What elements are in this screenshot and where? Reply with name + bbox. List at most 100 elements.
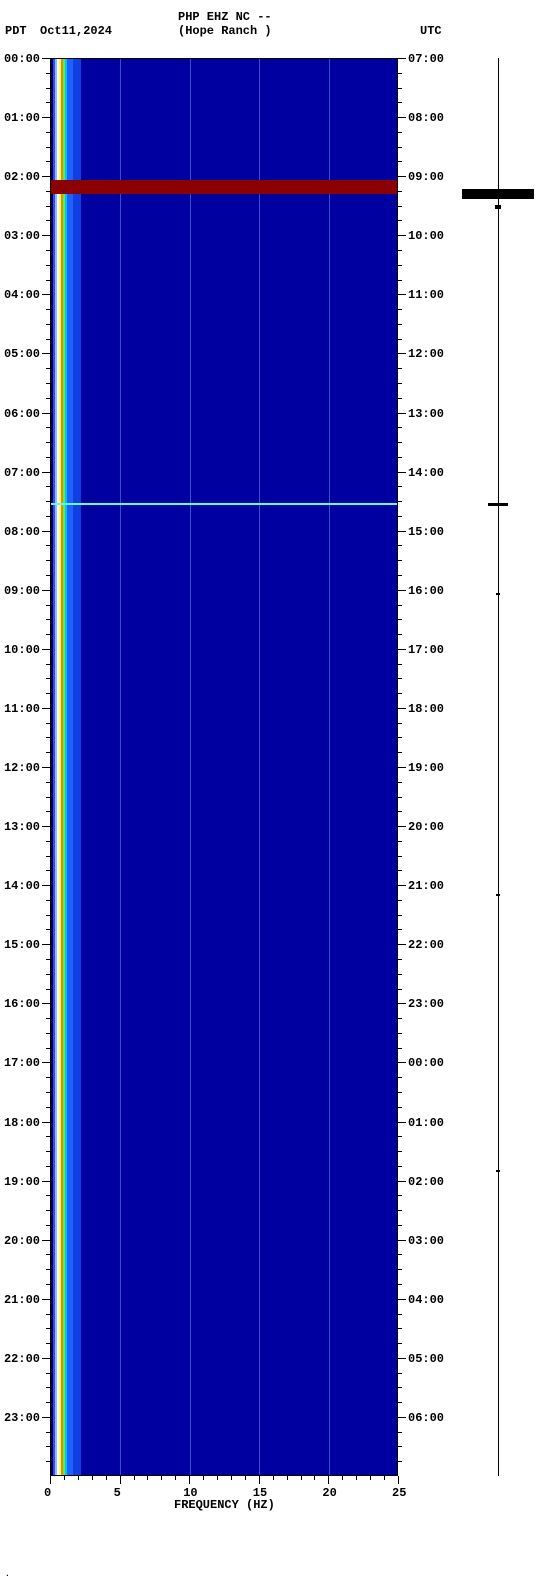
y-right-minor-tick: [398, 545, 402, 546]
y-left-tick: [42, 472, 50, 473]
y-left-minor-tick: [46, 383, 50, 384]
y-right-tick: [398, 944, 406, 945]
y-right-minor-tick: [398, 929, 402, 930]
y-left-minor-tick: [46, 1151, 50, 1152]
x-tick-minor: [231, 1476, 232, 1480]
y-left-minor-tick: [46, 782, 50, 783]
y-right-minor-tick: [398, 870, 402, 871]
y-left-minor-tick: [46, 102, 50, 103]
y-right-minor-tick: [398, 1018, 402, 1019]
y-left-minor-tick: [46, 929, 50, 930]
x-tick-minor: [64, 1476, 65, 1480]
y-right-label: 14:00: [408, 466, 444, 480]
y-left-minor-tick: [46, 368, 50, 369]
x-tick-minor: [301, 1476, 302, 1480]
x-tick-major: [328, 1476, 329, 1484]
y-right-minor-tick: [398, 1151, 402, 1152]
header-right-tz: UTC: [420, 24, 442, 38]
x-tick-label: 20: [322, 1486, 336, 1500]
x-tick-major: [50, 1476, 51, 1484]
y-right-tick: [398, 472, 406, 473]
y-right-tick: [398, 590, 406, 591]
y-right-minor-tick: [398, 634, 402, 635]
y-left-minor-tick: [46, 560, 50, 561]
x-tick-minor: [273, 1476, 274, 1480]
y-left-minor-tick: [46, 1166, 50, 1167]
y-left-tick: [42, 413, 50, 414]
spectro-lowfreq-band: [73, 59, 81, 1475]
y-left-minor-tick: [46, 678, 50, 679]
y-right-label: 02:00: [408, 1175, 444, 1189]
x-tick-minor: [134, 1476, 135, 1480]
y-left-tick: [42, 649, 50, 650]
trace-event: [462, 189, 534, 199]
y-right-minor-tick: [398, 1314, 402, 1315]
y-right-minor-tick: [398, 206, 402, 207]
y-left-minor-tick: [46, 1402, 50, 1403]
y-left-tick: [42, 885, 50, 886]
y-left-label: 15:00: [4, 938, 40, 952]
y-right-minor-tick: [398, 73, 402, 74]
y-right-minor-tick: [398, 191, 402, 192]
y-right-tick: [398, 117, 406, 118]
y-left-minor-tick: [46, 1284, 50, 1285]
y-left-minor-tick: [46, 1446, 50, 1447]
spectro-event: [51, 503, 397, 505]
y-right-tick: [398, 1181, 406, 1182]
y-right-label: 09:00: [408, 170, 444, 184]
y-left-label: 17:00: [4, 1056, 40, 1070]
y-left-label: 13:00: [4, 820, 40, 834]
y-left-minor-tick: [46, 161, 50, 162]
amplitude-trace: [460, 58, 540, 1476]
x-tick-minor: [342, 1476, 343, 1480]
y-right-minor-tick: [398, 1446, 402, 1447]
y-right-minor-tick: [398, 841, 402, 842]
x-tick-major: [120, 1476, 121, 1484]
y-right-minor-tick: [398, 339, 402, 340]
x-tick-minor: [314, 1476, 315, 1480]
y-right-minor-tick: [398, 442, 402, 443]
y-axis-right: 07:0008:0009:0010:0011:0012:0013:0014:00…: [398, 58, 458, 1476]
y-right-minor-tick: [398, 88, 402, 89]
y-left-minor-tick: [46, 1461, 50, 1462]
y-left-minor-tick: [46, 1210, 50, 1211]
x-tick-minor: [175, 1476, 176, 1480]
y-right-tick: [398, 531, 406, 532]
x-tick-label: 5: [114, 1486, 121, 1500]
y-left-tick: [42, 708, 50, 709]
y-left-minor-tick: [46, 752, 50, 753]
y-right-minor-tick: [398, 1387, 402, 1388]
y-left-tick: [42, 531, 50, 532]
y-left-minor-tick: [46, 1107, 50, 1108]
y-right-tick: [398, 767, 406, 768]
y-left-minor-tick: [46, 693, 50, 694]
y-right-tick: [398, 826, 406, 827]
y-right-tick: [398, 1299, 406, 1300]
header-left-date: Oct11,2024: [40, 24, 112, 38]
y-left-minor-tick: [46, 501, 50, 502]
y-right-minor-tick: [398, 383, 402, 384]
y-left-minor-tick: [46, 324, 50, 325]
y-left-minor-tick: [46, 974, 50, 975]
spectro-gridline: [329, 59, 330, 1475]
y-right-label: 12:00: [408, 347, 444, 361]
spectro-gridline: [259, 59, 260, 1475]
y-right-label: 00:00: [408, 1056, 444, 1070]
y-right-minor-tick: [398, 664, 402, 665]
y-right-minor-tick: [398, 220, 402, 221]
y-left-label: 14:00: [4, 879, 40, 893]
y-left-label: 20:00: [4, 1234, 40, 1248]
y-right-label: 10:00: [408, 229, 444, 243]
y-left-label: 11:00: [4, 702, 40, 716]
y-right-minor-tick: [398, 782, 402, 783]
y-left-tick: [42, 294, 50, 295]
y-left-minor-tick: [46, 398, 50, 399]
x-tick-minor: [287, 1476, 288, 1480]
y-right-minor-tick: [398, 1328, 402, 1329]
y-left-minor-tick: [46, 147, 50, 148]
y-left-tick: [42, 117, 50, 118]
y-left-label: 21:00: [4, 1293, 40, 1307]
y-right-label: 17:00: [408, 643, 444, 657]
y-right-label: 11:00: [408, 288, 444, 302]
y-left-minor-tick: [46, 516, 50, 517]
